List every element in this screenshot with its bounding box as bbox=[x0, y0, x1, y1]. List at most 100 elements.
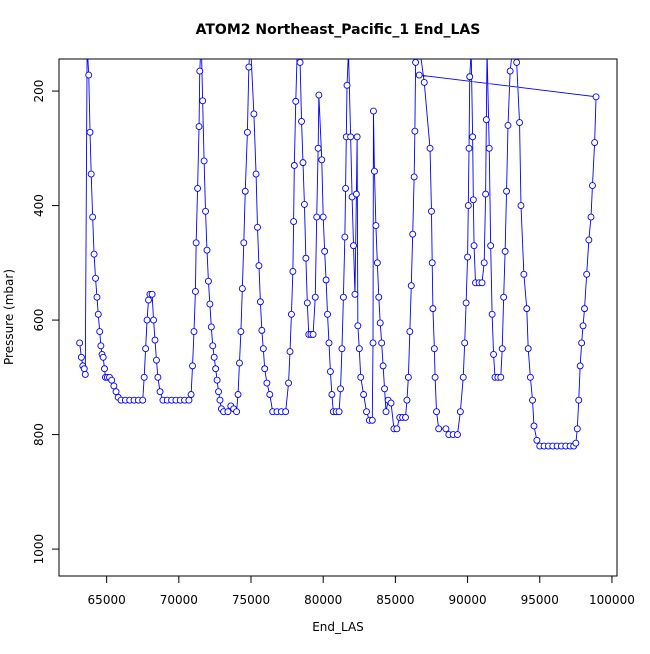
data-point bbox=[404, 373, 412, 381]
x-tick-label: 80000 bbox=[304, 593, 342, 607]
data-point bbox=[194, 184, 202, 192]
data-point bbox=[480, 259, 488, 267]
data-point bbox=[101, 365, 108, 373]
data-point bbox=[433, 408, 440, 416]
data-point bbox=[375, 293, 383, 301]
data-point bbox=[256, 298, 264, 306]
data-point bbox=[290, 162, 298, 169]
data-point bbox=[199, 97, 207, 105]
data-point bbox=[195, 123, 203, 131]
data-point bbox=[292, 97, 300, 105]
data-point bbox=[387, 399, 395, 407]
data-point bbox=[80, 365, 88, 373]
data-point bbox=[212, 365, 220, 373]
data-point bbox=[328, 391, 336, 398]
data-point bbox=[296, 59, 304, 66]
data-point bbox=[482, 190, 490, 198]
data-point bbox=[382, 408, 390, 416]
data-point bbox=[488, 310, 496, 318]
data-point bbox=[87, 170, 95, 178]
data-point bbox=[343, 81, 351, 89]
data-point bbox=[490, 350, 498, 358]
data-point bbox=[90, 250, 98, 258]
data-point bbox=[112, 388, 120, 396]
data-point bbox=[412, 59, 420, 66]
data-point bbox=[354, 322, 362, 330]
y-tick-label: 400 bbox=[32, 194, 46, 217]
data-point bbox=[464, 202, 472, 210]
x-tick-label: 85000 bbox=[376, 593, 414, 607]
data-point bbox=[94, 310, 102, 318]
data-point bbox=[254, 223, 261, 231]
data-point bbox=[415, 71, 423, 79]
data-point bbox=[110, 382, 118, 390]
data-point bbox=[369, 107, 377, 115]
data-point bbox=[376, 319, 384, 327]
x-tick-label: 100000 bbox=[589, 593, 635, 607]
x-tick-label: 65000 bbox=[88, 593, 126, 607]
data-point bbox=[99, 353, 107, 361]
data-point bbox=[454, 431, 461, 439]
data-point bbox=[234, 391, 242, 398]
data-point bbox=[470, 242, 478, 250]
data-point bbox=[464, 253, 472, 261]
data-point bbox=[517, 202, 525, 210]
x-tick-label: 70000 bbox=[160, 593, 198, 607]
data-point bbox=[289, 267, 297, 275]
data-point bbox=[360, 391, 368, 398]
data-point bbox=[213, 376, 221, 384]
data-point bbox=[313, 213, 321, 221]
data-point bbox=[302, 254, 310, 262]
data-point bbox=[529, 396, 536, 404]
x-tick-label: 75000 bbox=[232, 593, 270, 607]
data-point bbox=[258, 326, 266, 334]
data-point bbox=[298, 117, 305, 125]
data-point bbox=[290, 218, 298, 226]
chart-title: ATOM2 Northeast_Pacific_1 End_LAS bbox=[196, 22, 481, 38]
data-point bbox=[585, 236, 593, 244]
data-point bbox=[378, 339, 386, 347]
data-point bbox=[407, 282, 415, 290]
data-point bbox=[81, 371, 89, 378]
data-point bbox=[583, 270, 591, 278]
data-point bbox=[243, 128, 251, 136]
data-point bbox=[516, 119, 523, 127]
data-point bbox=[309, 330, 317, 338]
data-point bbox=[189, 362, 196, 370]
data-point bbox=[76, 339, 84, 347]
data-point bbox=[431, 373, 439, 381]
plot-area bbox=[76, 59, 600, 450]
data-point bbox=[357, 373, 365, 381]
data-point bbox=[303, 299, 311, 307]
data-point bbox=[322, 276, 330, 284]
data-point bbox=[338, 345, 346, 353]
data-point bbox=[207, 323, 215, 331]
data-point bbox=[200, 157, 208, 165]
data-point bbox=[93, 293, 101, 301]
data-point bbox=[347, 133, 355, 141]
data-point bbox=[240, 239, 248, 247]
data-point bbox=[266, 391, 274, 398]
data-point bbox=[150, 316, 158, 324]
data-point bbox=[245, 63, 253, 71]
data-point bbox=[156, 388, 164, 396]
data-point bbox=[497, 373, 505, 381]
data-point bbox=[506, 67, 514, 75]
data-point bbox=[526, 373, 534, 381]
data-point bbox=[469, 133, 477, 141]
data-point bbox=[139, 396, 147, 404]
data-point bbox=[108, 376, 116, 384]
data-point bbox=[420, 79, 428, 86]
data-point bbox=[241, 187, 249, 195]
data-point bbox=[466, 73, 474, 81]
data-point bbox=[237, 328, 245, 335]
data-point bbox=[465, 144, 473, 152]
data-point bbox=[379, 362, 387, 370]
data-point bbox=[501, 247, 509, 255]
data-point bbox=[252, 170, 260, 178]
data-point bbox=[530, 422, 538, 430]
data-point bbox=[524, 345, 532, 353]
data-point bbox=[581, 305, 588, 313]
data-point bbox=[426, 144, 434, 152]
data-point bbox=[411, 127, 419, 135]
